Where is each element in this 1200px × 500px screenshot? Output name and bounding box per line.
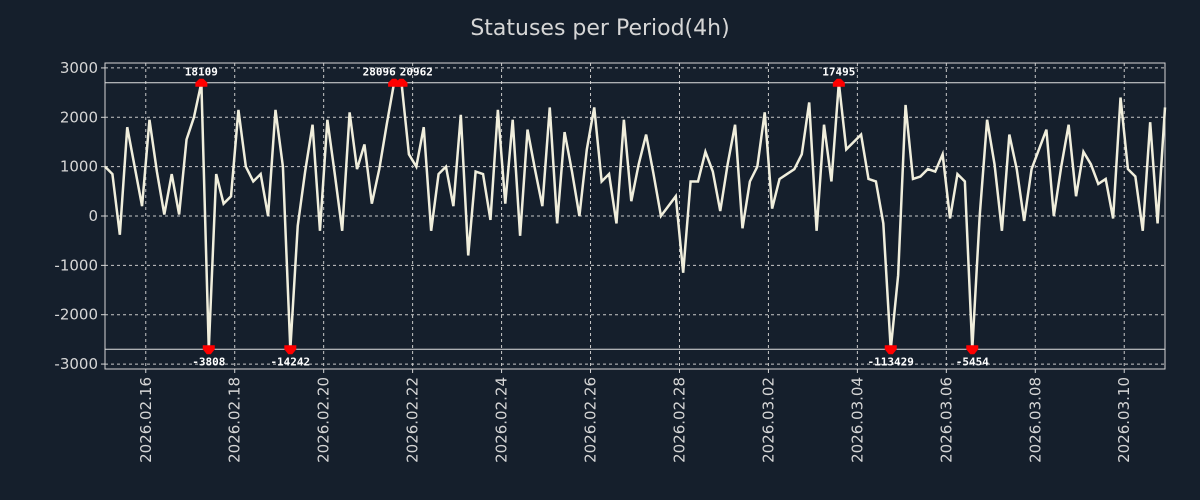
y-tick-label: -3000 xyxy=(54,355,98,373)
y-tick-label: 1000 xyxy=(60,158,98,176)
y-tick-label: 0 xyxy=(88,207,98,225)
x-tick-label: 2026.03.06 xyxy=(937,377,955,463)
min-label: -3808 xyxy=(192,355,225,368)
x-tick-label: 2026.02.20 xyxy=(315,377,333,463)
min-marker xyxy=(202,345,215,355)
max-label: 17495 xyxy=(822,66,855,79)
max-marker xyxy=(395,78,408,87)
max-label: 20962 xyxy=(400,66,433,79)
y-tick-label: 3000 xyxy=(60,59,98,77)
y-tick-label: -1000 xyxy=(54,256,98,274)
x-tick-label: 2026.03.02 xyxy=(759,377,777,463)
max-label: 18109 xyxy=(185,66,218,79)
min-marker xyxy=(284,345,297,355)
x-tick-label: 2026.02.18 xyxy=(226,377,244,463)
min-marker xyxy=(966,345,979,355)
x-tick-label: 2026.03.10 xyxy=(1115,377,1133,463)
y-tick-label: 2000 xyxy=(60,108,98,126)
min-marker xyxy=(884,345,897,355)
max-label: 28096 xyxy=(363,66,396,79)
x-tick-label: 2026.02.28 xyxy=(670,377,688,463)
x-tick-label: 2026.02.24 xyxy=(493,377,511,463)
y-tick-label: -2000 xyxy=(54,306,98,324)
x-tick-label: 2026.02.26 xyxy=(582,377,600,463)
x-tick-label: 2026.02.22 xyxy=(404,377,422,463)
max-marker xyxy=(832,78,845,87)
x-tick-label: 2026.02.16 xyxy=(137,377,155,463)
chart-title: Statuses per Period(4h) xyxy=(470,16,730,41)
max-marker xyxy=(195,78,208,87)
min-label: -5454 xyxy=(956,355,989,368)
series-line xyxy=(104,81,1167,350)
x-tick-label: 2026.03.04 xyxy=(848,377,866,463)
min-label: -14242 xyxy=(270,355,310,368)
min-label: -113429 xyxy=(868,355,914,368)
plot-frame xyxy=(104,62,1166,370)
x-tick-label: 2026.03.08 xyxy=(1026,377,1044,463)
